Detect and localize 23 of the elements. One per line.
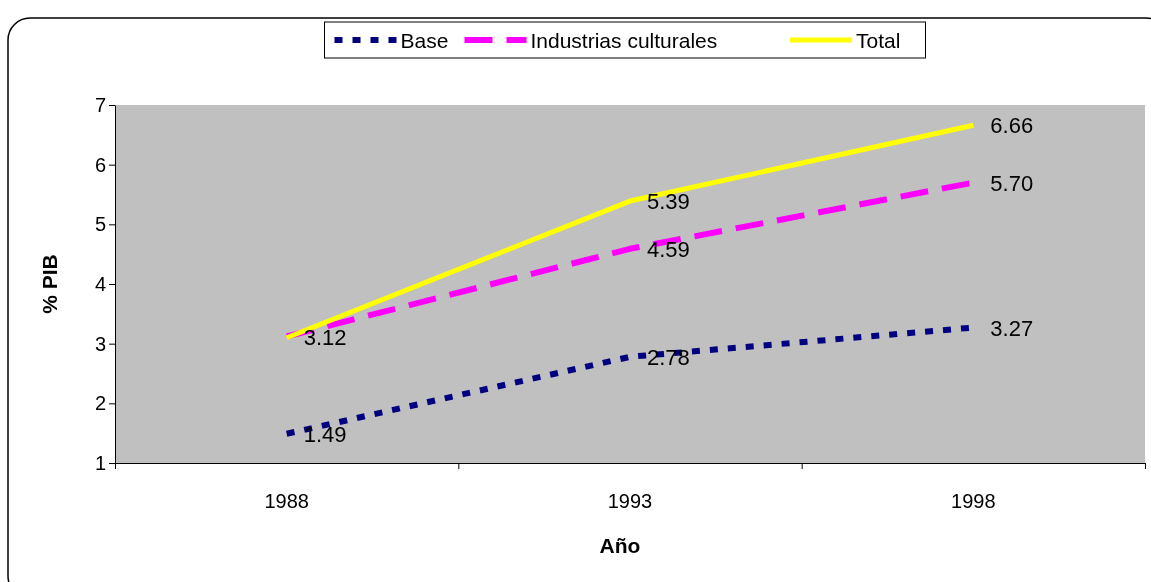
y-tick-label: 4 — [94, 272, 106, 295]
y-tick-label: 5 — [94, 213, 106, 236]
legend-label: Industrias culturales — [530, 29, 718, 52]
y-tick-label: 6 — [94, 153, 106, 176]
y-tick-label: 1 — [94, 451, 106, 474]
x-axis-title: Año — [599, 534, 641, 557]
y-tick-label: 7 — [94, 93, 106, 116]
x-tick-label: 1993 — [607, 490, 653, 512]
x-tick-label: 1988 — [264, 490, 309, 512]
data-label: 4.59 — [647, 236, 690, 262]
data-label: 3.27 — [990, 315, 1034, 341]
data-label: 5.39 — [647, 189, 690, 215]
data-label: 6.66 — [990, 113, 1034, 139]
x-tick-label: 1998 — [951, 490, 996, 512]
data-label: 5.70 — [990, 170, 1034, 196]
y-tick-label: 2 — [94, 392, 106, 415]
data-label: 2.78 — [647, 344, 690, 370]
y-axis-title: % PIB — [38, 254, 61, 314]
y-tick-label: 3 — [94, 332, 106, 355]
data-label: 1.49 — [303, 421, 347, 447]
legend-label: Total — [856, 29, 901, 52]
data-label: 3.12 — [303, 324, 347, 350]
legend-label: Base — [400, 29, 449, 52]
